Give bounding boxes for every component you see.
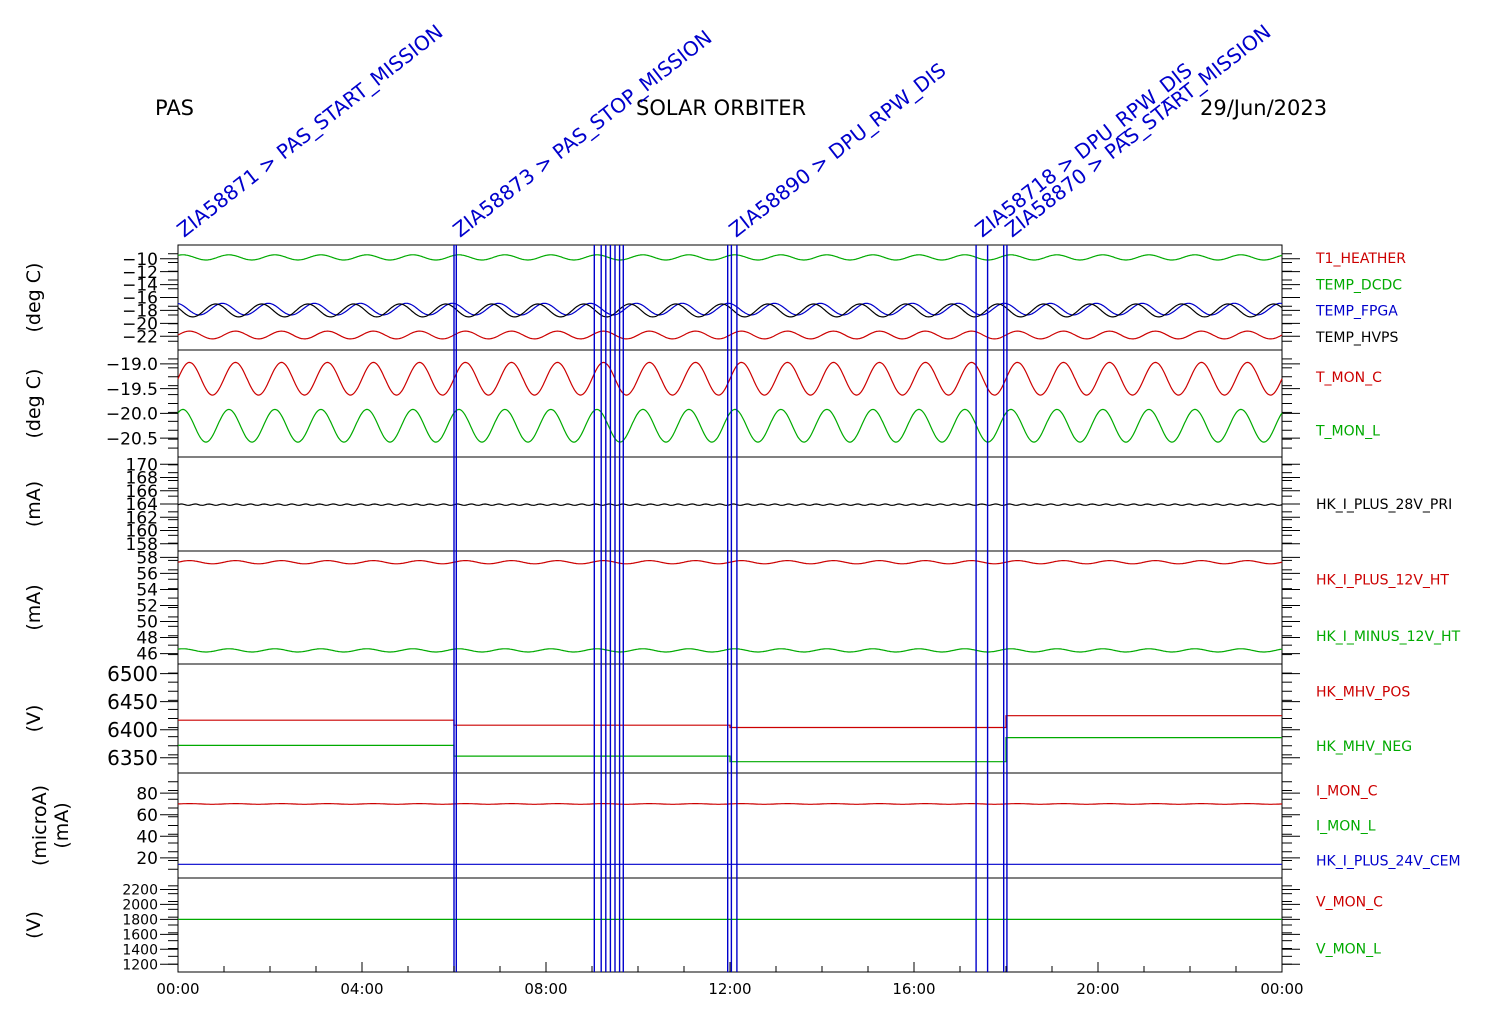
- legend-v-mon-c: V_MON_C: [1316, 895, 1383, 911]
- y-axis-label: (mA): [23, 481, 45, 527]
- legend-v-mon-l: V_MON_L: [1316, 942, 1381, 958]
- series-line-temp-hvps: [177, 303, 1283, 318]
- y-tick-label: 1800: [122, 912, 158, 928]
- y-tick-label: 1400: [122, 942, 158, 958]
- y-tick-label: −19.5: [106, 380, 158, 400]
- y-tick-label: 58: [136, 549, 158, 569]
- y-tick-label: 50: [136, 613, 158, 633]
- y-tick-label: 6350: [107, 746, 158, 770]
- y-tick-label: −19.0: [106, 355, 158, 375]
- event-label: ZIA58890 > DPU_RPW_DIS: [724, 58, 950, 242]
- panel-frame-5: [177, 772, 1283, 879]
- legend-i-mon-l: I_MON_L: [1316, 819, 1376, 835]
- series-line-t-mon-c: [177, 361, 1283, 396]
- y-tick-label: 48: [136, 629, 158, 649]
- series-line-t1-heather: [177, 330, 1283, 340]
- y-tick-label: −20.5: [106, 429, 158, 449]
- y-tick-label: −20.0: [106, 405, 158, 425]
- y-tick-label: 6450: [107, 690, 158, 714]
- legend-t-mon-l: T_MON_L: [1315, 423, 1380, 439]
- panel-frame-6: [177, 877, 1283, 973]
- y-tick-label: 1200: [122, 957, 158, 973]
- series-line-hk-i-plus-28v-pri: [177, 503, 1283, 506]
- y-tick-label: −16: [122, 289, 158, 309]
- y-tick-label: 170: [126, 455, 158, 475]
- legend-hk-mhv-pos: HK_MHV_POS: [1316, 684, 1410, 700]
- legend-hk-i-plus-24v-cem: HK_I_PLUS_24V_CEM: [1316, 854, 1461, 870]
- y-tick-label: 160: [126, 522, 158, 542]
- y-axis-label: (microA): [29, 785, 51, 866]
- x-tick-label: 20:00: [1076, 980, 1119, 998]
- series-line-hk-i-plus-12v-ht: [177, 560, 1283, 565]
- y-tick-label: 1600: [122, 927, 158, 943]
- series-line-i-mon-c: [178, 803, 1283, 805]
- header-center-mission: SOLAR ORBITER: [636, 96, 807, 120]
- panel-frame-1: [177, 349, 1283, 458]
- y-tick-label: 2000: [122, 897, 158, 913]
- legend-temp-dcdc: TEMP_DCDC: [1315, 277, 1402, 293]
- legend-hk-i-plus-12v-ht: HK_I_PLUS_12V_HT: [1316, 572, 1449, 588]
- y-axis-label: (deg C): [23, 263, 45, 333]
- y-tick-label: −14: [122, 276, 158, 296]
- legend-hk-i-plus-28v-pri: HK_I_PLUS_28V_PRI: [1316, 497, 1452, 513]
- y-tick-label: 6500: [107, 662, 158, 686]
- y-axis-label: (deg C): [23, 369, 45, 439]
- series-line-hk-mhv-neg: [178, 737, 1282, 763]
- y-tick-label: 54: [136, 581, 158, 601]
- x-tick-label: 00:00: [156, 980, 199, 998]
- y-tick-label: 6400: [107, 718, 158, 742]
- y-tick-label: −10: [122, 250, 158, 270]
- y-tick-label: 162: [126, 508, 158, 528]
- y-tick-label: 56: [136, 565, 158, 585]
- event-label: ZIA58718 > DPU_RPW_DIS: [970, 58, 1196, 242]
- y-tick-label: −22: [122, 327, 158, 347]
- series-line-hk-i-minus-12v-ht: [177, 648, 1283, 653]
- panel-frame-2: [177, 456, 1283, 552]
- y-tick-label: 40: [136, 827, 158, 847]
- y-tick-label: 166: [126, 482, 158, 502]
- event-label: ZIA58871 > PAS_START_MISSION: [172, 20, 447, 242]
- panel-frame-0: [177, 244, 1283, 351]
- y-axis-label: (V): [23, 911, 45, 939]
- panel-frame-3: [177, 550, 1283, 665]
- series-line-temp-fpga: [177, 302, 1283, 316]
- y-tick-label: −12: [122, 263, 158, 283]
- series-line-temp-dcdc: [177, 254, 1283, 261]
- header-right-date: 29/Jun/2023: [1200, 96, 1328, 120]
- y-tick-label: 158: [126, 535, 158, 555]
- y-axis-label: (V): [23, 705, 45, 733]
- legend-temp-hvps: TEMP_HVPS: [1315, 330, 1398, 346]
- x-tick-label: 16:00: [892, 980, 935, 998]
- x-tick-label: 12:00: [708, 980, 751, 998]
- y-tick-label: 80: [136, 784, 158, 804]
- header-left-instrument: PAS: [155, 96, 195, 120]
- y-tick-label: 60: [136, 806, 158, 826]
- x-tick-label: 08:00: [524, 980, 567, 998]
- y-axis-label-secondary: (mA): [51, 802, 73, 848]
- series-line-hk-mhv-pos: [178, 715, 1282, 729]
- x-tick-label: 04:00: [340, 980, 383, 998]
- y-tick-label: 20: [136, 849, 158, 869]
- legend-t1-heather: T1_HEATHER: [1315, 251, 1406, 267]
- legend-i-mon-c: I_MON_C: [1316, 784, 1378, 800]
- y-tick-label: 52: [136, 597, 158, 617]
- y-tick-label: 164: [126, 495, 158, 515]
- event-label: ZIA58873 > PAS_STOP_MISSION: [448, 25, 716, 242]
- series-line-t-mon-l: [177, 408, 1283, 443]
- x-tick-label: 00:00: [1260, 980, 1303, 998]
- legend-hk-mhv-neg: HK_MHV_NEG: [1316, 739, 1412, 755]
- y-tick-label: −20: [122, 314, 158, 334]
- y-tick-label: 2200: [122, 883, 158, 899]
- y-tick-label: −18: [122, 302, 158, 322]
- event-label: ZIA58870 > PAS_START_MISSION: [1000, 20, 1275, 242]
- legend-temp-fpga: TEMP_FPGA: [1315, 304, 1398, 320]
- y-tick-label: 46: [136, 645, 158, 665]
- y-axis-label: (mA): [23, 584, 45, 630]
- legend-t-mon-c: T_MON_C: [1315, 370, 1382, 386]
- legend-hk-i-minus-12v-ht: HK_I_MINUS_12V_HT: [1316, 629, 1461, 645]
- y-tick-label: 168: [126, 469, 158, 489]
